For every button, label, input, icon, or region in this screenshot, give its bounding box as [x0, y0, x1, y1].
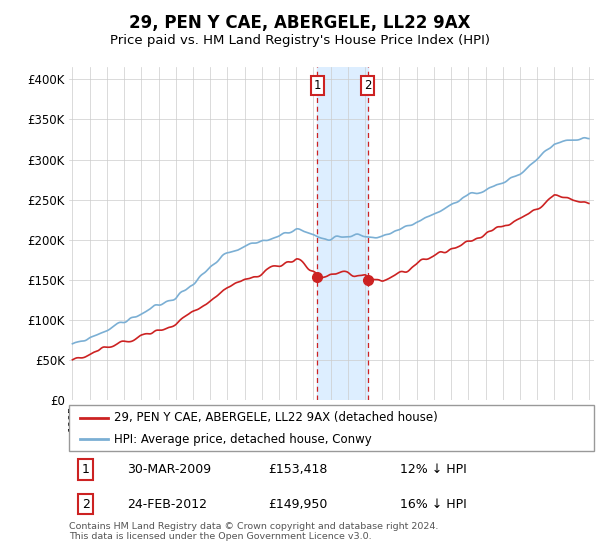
Text: 29, PEN Y CAE, ABERGELE, LL22 9AX (detached house): 29, PEN Y CAE, ABERGELE, LL22 9AX (detac… [113, 411, 437, 424]
Text: HPI: Average price, detached house, Conwy: HPI: Average price, detached house, Conw… [113, 433, 371, 446]
Text: 16% ↓ HPI: 16% ↓ HPI [400, 498, 467, 511]
Text: 1: 1 [314, 79, 321, 92]
Text: 1: 1 [82, 463, 90, 476]
Text: 12% ↓ HPI: 12% ↓ HPI [400, 463, 467, 476]
Bar [317, 67, 368, 400]
Text: 24-FEB-2012: 24-FEB-2012 [127, 498, 207, 511]
Text: 30-MAR-2009: 30-MAR-2009 [127, 463, 211, 476]
Text: Price paid vs. HM Land Registry's House Price Index (HPI): Price paid vs. HM Land Registry's House … [110, 34, 490, 46]
Text: Contains HM Land Registry data © Crown copyright and database right 2024.: Contains HM Land Registry data © Crown c… [69, 522, 439, 531]
Text: This data is licensed under the Open Government Licence v3.0.: This data is licensed under the Open Gov… [69, 532, 371, 541]
Text: 29, PEN Y CAE, ABERGELE, LL22 9AX: 29, PEN Y CAE, ABERGELE, LL22 9AX [129, 14, 471, 32]
Text: £153,418: £153,418 [269, 463, 328, 476]
Text: 2: 2 [82, 498, 90, 511]
FancyBboxPatch shape [69, 405, 594, 451]
Text: 2: 2 [364, 79, 371, 92]
Text: £149,950: £149,950 [269, 498, 328, 511]
